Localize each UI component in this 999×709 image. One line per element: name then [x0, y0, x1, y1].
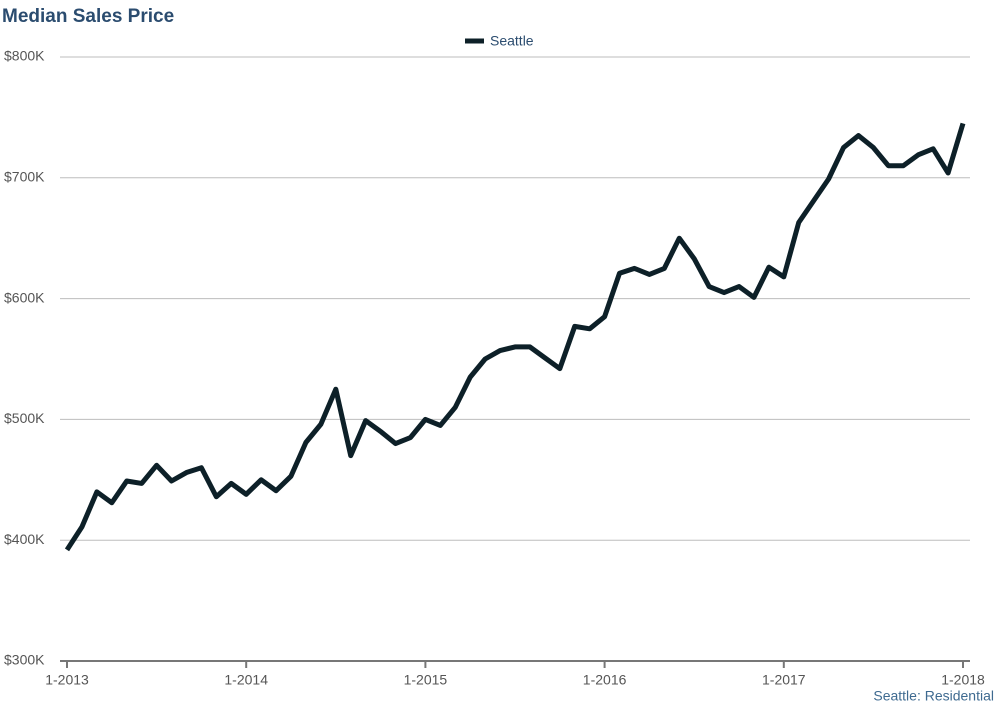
y-tick-label: $700K [4, 169, 45, 185]
x-tick-label: 1-2018 [941, 672, 985, 688]
x-tick-label: 1-2016 [583, 672, 627, 688]
y-tick-label: $300K [4, 652, 45, 668]
x-tick-label: 1-2013 [45, 672, 89, 688]
y-tick-label: $400K [4, 531, 45, 547]
source-note: Seattle: Residential [873, 688, 994, 704]
y-tick-label: $500K [4, 410, 45, 426]
y-tick-label: $800K [4, 48, 45, 64]
chart-title: Median Sales Price [2, 6, 174, 27]
legend-label: Seattle [490, 33, 534, 49]
x-tick-label: 1-2017 [762, 672, 806, 688]
series-line [64, 122, 966, 552]
y-tick-label: $600K [4, 289, 45, 305]
x-tick-label: 1-2015 [404, 672, 448, 688]
x-tick-label: 1-2014 [224, 672, 268, 688]
